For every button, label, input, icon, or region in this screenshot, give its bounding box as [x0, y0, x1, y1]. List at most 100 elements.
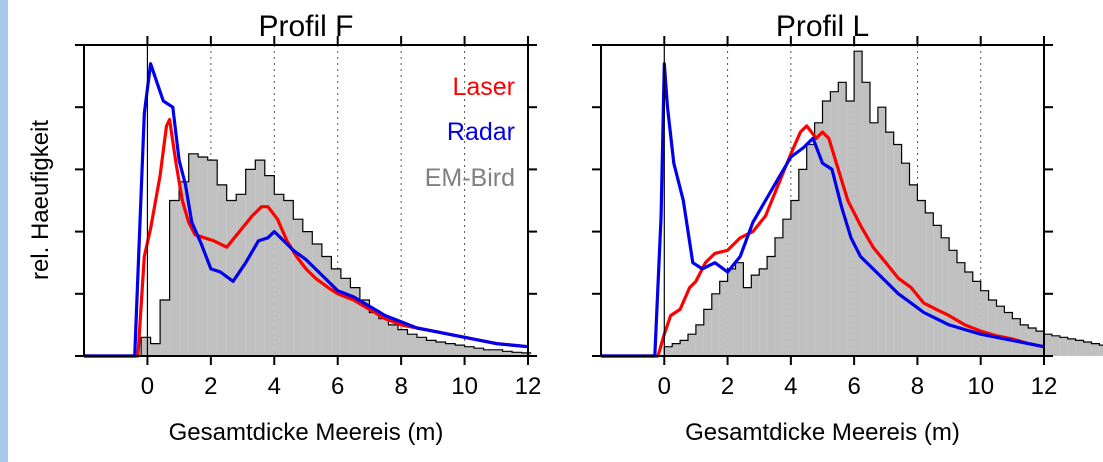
- histogram-bar: [283, 200, 294, 356]
- histogram-bar: [925, 212, 934, 356]
- x-tick-label: 6: [331, 373, 344, 400]
- histogram-bar: [1059, 337, 1068, 356]
- histogram-bar: [1091, 343, 1100, 356]
- histogram-bar: [331, 268, 341, 356]
- histogram-bar: [703, 309, 712, 356]
- histogram-bar: [964, 272, 973, 356]
- histogram-bar: [775, 237, 783, 356]
- panel-profil-f: 0 2 4 6 8 10 12 Profil F Gesamtdicke Meereis (…: [75, 10, 541, 446]
- plot-frame: [83, 44, 529, 357]
- histogram-bar: [688, 334, 696, 356]
- histogram-bar: [464, 346, 475, 356]
- histogram-bar: [1083, 342, 1092, 356]
- x-axis-label: Gesamtdicke Meereis (m): [169, 419, 444, 446]
- histogram-bar: [798, 169, 807, 356]
- histogram-bar: [179, 181, 189, 356]
- histogram-bar: [830, 91, 839, 357]
- axis-ticks: 0 2 4 6 8 10 12: [592, 36, 1057, 400]
- histogram-bar: [988, 300, 997, 356]
- legend: Laser Radar EM-Bird: [425, 73, 515, 192]
- histogram-bar: [672, 343, 681, 356]
- histogram-bar: [869, 122, 878, 356]
- x-tick-label: 10: [967, 373, 994, 400]
- histogram-bar: [854, 51, 863, 356]
- histogram-bar: [160, 300, 170, 356]
- histogram-bar: [1028, 328, 1037, 356]
- histogram-bar: [838, 82, 847, 356]
- histogram-bar: [436, 342, 446, 356]
- x-tick-label: 0: [658, 373, 671, 400]
- x-tick-label: 8: [911, 373, 924, 400]
- panel-title: Profil F: [258, 10, 353, 43]
- histogram-bar: [909, 184, 918, 356]
- histogram-bar: [378, 318, 389, 356]
- legend-laser: Laser: [452, 73, 515, 101]
- histogram-bar: [493, 349, 503, 356]
- series-lines: [601, 62, 1045, 358]
- histogram-bar: [502, 351, 513, 356]
- histogram-bar: [474, 348, 484, 356]
- histogram-bar: [340, 278, 351, 356]
- x-tick-label: 4: [784, 373, 797, 400]
- laser-series-line: [601, 124, 1045, 358]
- histogram-bar: [719, 281, 728, 356]
- histogram-bar: [972, 281, 981, 356]
- histogram-bar: [790, 200, 799, 356]
- histogram-bar: [207, 160, 218, 356]
- radar-series-line: [601, 62, 1045, 358]
- histogram-bar: [350, 287, 360, 356]
- legend-radar: Radar: [447, 118, 515, 146]
- histogram-bar: [711, 293, 720, 356]
- histogram-bar: [727, 268, 736, 356]
- histogram-bar: [1036, 331, 1044, 356]
- histogram-bar: [846, 100, 855, 356]
- x-tick-label: 8: [394, 373, 407, 400]
- histogram-bar: [264, 175, 275, 356]
- histogram-bar: [150, 343, 161, 356]
- histogram-bar: [274, 194, 284, 356]
- histogram-bar: [996, 306, 1005, 356]
- histogram-bar: [483, 349, 494, 356]
- histogram-bar: [388, 324, 398, 356]
- histogram-bar: [312, 244, 322, 356]
- histogram-bar: [302, 231, 313, 356]
- histogram-bar: [293, 219, 303, 356]
- histogram-bar: [236, 194, 246, 356]
- histogram-bar: [1067, 338, 1076, 356]
- histogram-bar: [743, 287, 752, 356]
- histogram-bar: [751, 275, 760, 356]
- histogram-bar: [1051, 335, 1060, 356]
- panel-title: Profil L: [776, 10, 869, 43]
- left-edge-strip: [0, 0, 8, 462]
- histogram-bar: [217, 184, 227, 356]
- histogram-bar: [426, 340, 437, 356]
- histogram-bar: [735, 262, 744, 356]
- legend-emb-bird: EM-Bird: [425, 164, 515, 192]
- histogram-bar: [767, 256, 776, 356]
- histogram-bar: [188, 153, 199, 356]
- histogram-bar: [917, 200, 926, 356]
- histogram-bar: [949, 250, 957, 356]
- x-tick-label: 12: [515, 373, 542, 400]
- histogram-bar: [245, 169, 256, 356]
- histogram-bar: [407, 334, 417, 356]
- radar-series-line: [84, 62, 529, 358]
- x-tick-label: 6: [847, 373, 860, 400]
- x-axis-label: Gesamtdicke Meereis (m): [685, 419, 960, 446]
- histogram-bar: [695, 324, 704, 356]
- histogram-bar: [806, 144, 815, 356]
- x-tick-label: 12: [1031, 373, 1058, 400]
- histogram-bar: [1012, 318, 1021, 356]
- plot-frame: [600, 44, 1045, 357]
- x-tick-label: 0: [141, 373, 154, 400]
- axis-ticks: 0 2 4 6 8 10 12: [75, 36, 541, 400]
- histogram-bar: [141, 337, 151, 356]
- histogram-bar: [169, 200, 180, 356]
- histogram-bar: [759, 268, 768, 356]
- histogram-bar: [893, 144, 902, 356]
- histogram-outline: [601, 50, 1103, 357]
- histogram-bar: [885, 132, 894, 356]
- histogram-bar: [980, 290, 989, 356]
- histogram-bar: [455, 345, 465, 356]
- histogram-bar: [1044, 334, 1052, 356]
